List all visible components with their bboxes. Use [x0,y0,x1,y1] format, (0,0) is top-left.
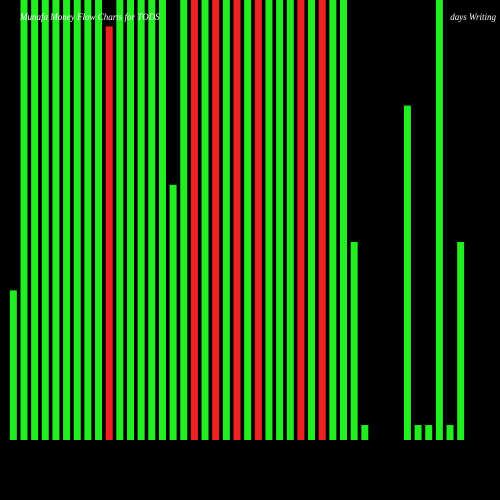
bar [169,184,177,440]
bar [137,0,145,440]
bar [361,425,369,440]
bar [9,290,17,440]
bar [41,0,49,440]
bar [308,0,316,440]
bar [233,0,241,440]
bar [73,0,81,440]
annotation: days Writing [450,12,496,22]
bar [276,0,284,440]
bar [52,0,60,440]
bar [116,0,124,440]
bar [350,242,358,440]
bar [20,0,28,440]
bar [265,0,273,440]
bar [425,425,433,440]
bar [180,0,188,440]
bar [435,0,443,440]
bar [148,0,156,440]
bar [329,0,337,440]
bar [244,0,252,440]
bar [190,0,198,440]
bar [158,0,166,440]
bar [95,0,103,440]
bar [457,242,465,440]
bar [286,0,294,440]
bar [31,0,39,440]
bar [105,26,113,441]
chart-title: Munafa Money Flow Charts for TODS [19,12,160,22]
bar [446,425,454,440]
bar [222,0,230,440]
bar [297,0,305,440]
bar [84,0,92,440]
bar [63,0,71,440]
bar [254,0,262,440]
bar [318,0,326,440]
bar [340,0,348,440]
bar [403,105,411,440]
bar [212,0,220,440]
bar [414,425,422,440]
bar [126,0,134,440]
bar [201,0,209,440]
